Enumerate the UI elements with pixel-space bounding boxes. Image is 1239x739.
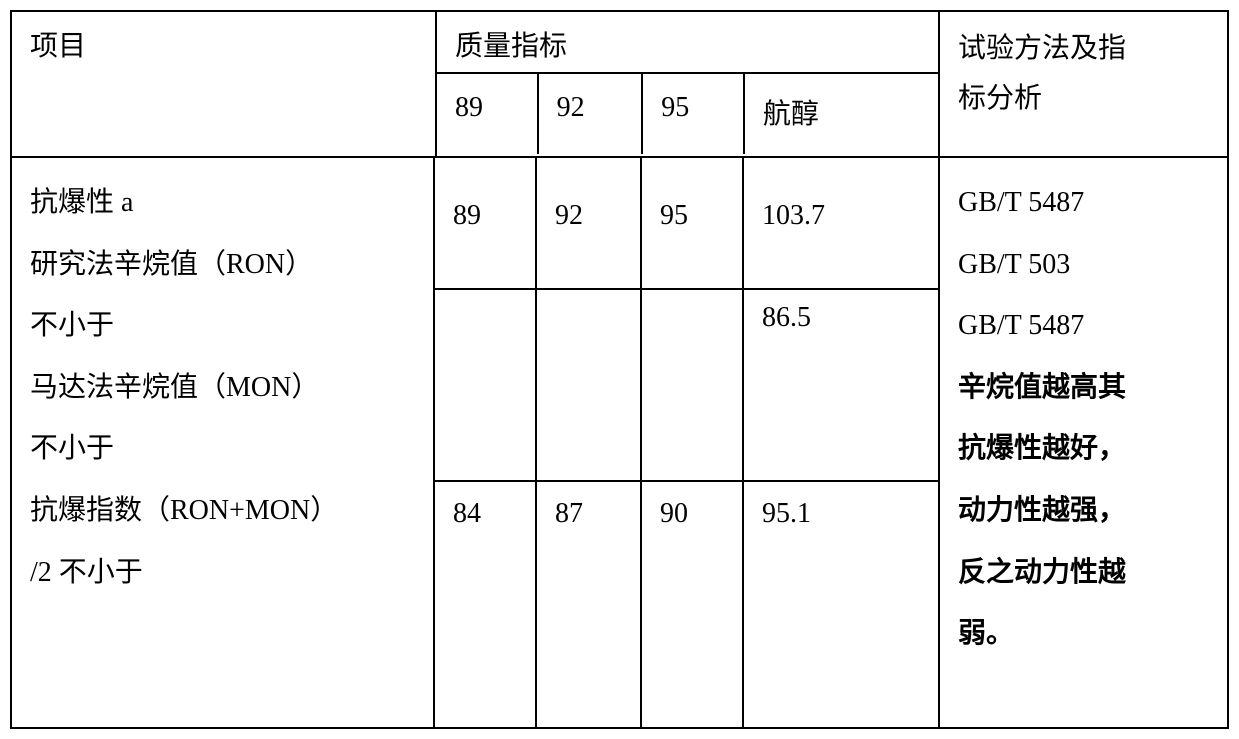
header-sub-95: 95 [643, 74, 745, 154]
cell-r1-c3: 95 [642, 158, 744, 288]
cell-r1-c4: 103.7 [744, 158, 938, 288]
method-bold-line-4: 反之动力性越 [958, 542, 1209, 604]
project-line-7: /2 不小于 [30, 542, 415, 604]
project-line-4: 马达法辛烷值（MON） [30, 357, 415, 419]
cell-r2-c1 [435, 290, 537, 480]
quality-row-3: 84 87 90 95.1 [435, 482, 938, 727]
cell-r1-c4-value: 103.7 [762, 200, 825, 231]
header-sub-89: 89 [437, 74, 539, 154]
cell-r2-c4: 86.5 [744, 290, 938, 480]
table-body: 抗爆性 a 研究法辛烷值（RON） 不小于 马达法辛烷值（MON） 不小于 抗爆… [12, 158, 1227, 727]
project-line-2: 研究法辛烷值（RON） [30, 234, 415, 296]
cell-r3-c2: 87 [537, 482, 642, 727]
header-method-line1: 试验方法及指 [958, 24, 1209, 74]
cell-r3-c2-value: 87 [555, 498, 583, 529]
method-bold-line-3: 动力性越强， [958, 480, 1209, 542]
body-quality-cell: 89 92 95 103.7 [435, 158, 940, 727]
table-header: 项目 质量指标 89 92 95 航醇 试验方法及指 [12, 12, 1227, 158]
header-quality-subrow: 89 92 95 航醇 [437, 74, 938, 154]
method-line-1: GB/T 5487 [958, 172, 1209, 234]
cell-r1-c3-value: 95 [660, 200, 688, 231]
cell-r2-c3 [642, 290, 744, 480]
cell-r2-c2 [537, 290, 642, 480]
header-project-label: 项目 [30, 31, 86, 62]
specification-table: 项目 质量指标 89 92 95 航醇 试验方法及指 [10, 10, 1229, 729]
cell-r3-c4-value: 95.1 [762, 498, 811, 529]
quality-row-2: 86.5 [435, 290, 938, 482]
header-sub-89-label: 89 [455, 92, 483, 123]
body-project-cell: 抗爆性 a 研究法辛烷值（RON） 不小于 马达法辛烷值（MON） 不小于 抗爆… [12, 158, 435, 727]
header-quality-label: 质量指标 [455, 31, 567, 62]
project-line-1: 抗爆性 a [30, 172, 415, 234]
method-bold-line-2: 抗爆性越好， [958, 418, 1209, 480]
method-line-2: GB/T 503 [958, 234, 1209, 296]
cell-r3-c4: 95.1 [744, 482, 938, 727]
header-quality-top: 质量指标 [437, 12, 938, 74]
quality-row-1: 89 92 95 103.7 [435, 158, 938, 290]
header-method-line2: 标分析 [958, 74, 1209, 124]
cell-r3-c3: 90 [642, 482, 744, 727]
header-sub-92-label: 92 [557, 92, 585, 123]
cell-r3-c1: 84 [435, 482, 537, 727]
method-bold-line-5: 弱。 [958, 603, 1209, 665]
project-line-3: 不小于 [30, 295, 415, 357]
project-line-5: 不小于 [30, 418, 415, 480]
body-method-cell: GB/T 5487 GB/T 503 GB/T 5487 辛烷值越高其 抗爆性越… [940, 158, 1227, 727]
header-sub-95-label: 95 [661, 92, 689, 123]
project-line-6: 抗爆指数（RON+MON） [30, 480, 415, 542]
header-sub-92: 92 [539, 74, 644, 154]
cell-r1-c2-value: 92 [555, 200, 583, 231]
header-quality-cell: 质量指标 89 92 95 航醇 [435, 12, 940, 156]
cell-r1-c1: 89 [435, 158, 537, 288]
header-project-cell: 项目 [12, 12, 435, 156]
method-bold-line-1: 辛烷值越高其 [958, 357, 1209, 419]
header-sub-hc: 航醇 [745, 74, 938, 154]
method-line-3: GB/T 5487 [958, 295, 1209, 357]
cell-r1-c1-value: 89 [453, 200, 481, 231]
cell-r3-c3-value: 90 [660, 498, 688, 529]
cell-r1-c2: 92 [537, 158, 642, 288]
cell-r3-c1-value: 84 [453, 498, 481, 529]
header-sub-hc-label: 航醇 [763, 99, 819, 130]
cell-r2-c4-value: 86.5 [762, 302, 811, 333]
header-method-cell: 试验方法及指 标分析 [940, 12, 1227, 156]
